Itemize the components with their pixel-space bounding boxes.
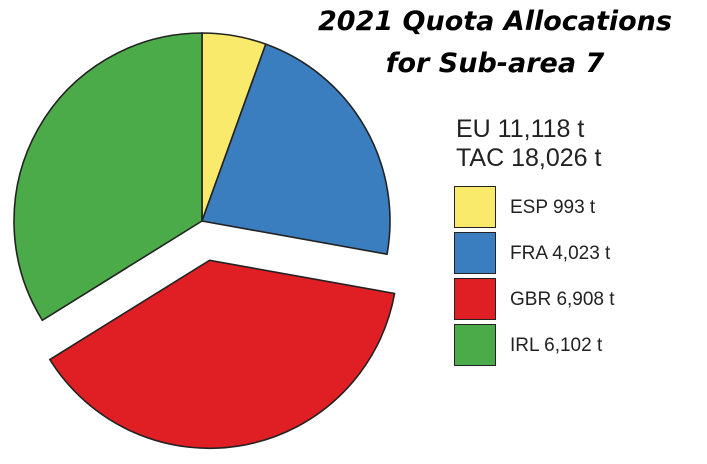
legend-item-fra: FRA 4,023 t bbox=[454, 232, 694, 274]
legend-swatch-fra bbox=[454, 232, 496, 274]
legend-label-fra: FRA 4,023 t bbox=[510, 243, 611, 264]
legend-swatch-esp bbox=[454, 186, 496, 228]
legend-item-gbr: GBR 6,908 t bbox=[454, 278, 694, 320]
tac-total-label: TAC 18,026 t bbox=[456, 144, 602, 172]
legend-item-esp: ESP 993 t bbox=[454, 186, 694, 228]
legend-swatch-irl bbox=[454, 324, 496, 366]
pie-slice-irl bbox=[13, 32, 203, 322]
eu-total-label: EU 11,118 t bbox=[456, 115, 585, 143]
legend-swatch-gbr bbox=[454, 278, 496, 320]
pie-slice-gbr bbox=[48, 259, 396, 450]
legend-label-irl: IRL 6,102 t bbox=[510, 335, 603, 356]
legend-item-irl: IRL 6,102 t bbox=[454, 324, 694, 366]
pie-slice-fra bbox=[200, 43, 391, 256]
legend-label-gbr: GBR 6,908 t bbox=[510, 289, 615, 310]
legend-label-esp: ESP 993 t bbox=[510, 197, 596, 218]
chart-title-line-2: for Sub-area 7 bbox=[385, 48, 605, 79]
chart-title-line-1: 2021 Quota Allocations bbox=[318, 6, 672, 37]
